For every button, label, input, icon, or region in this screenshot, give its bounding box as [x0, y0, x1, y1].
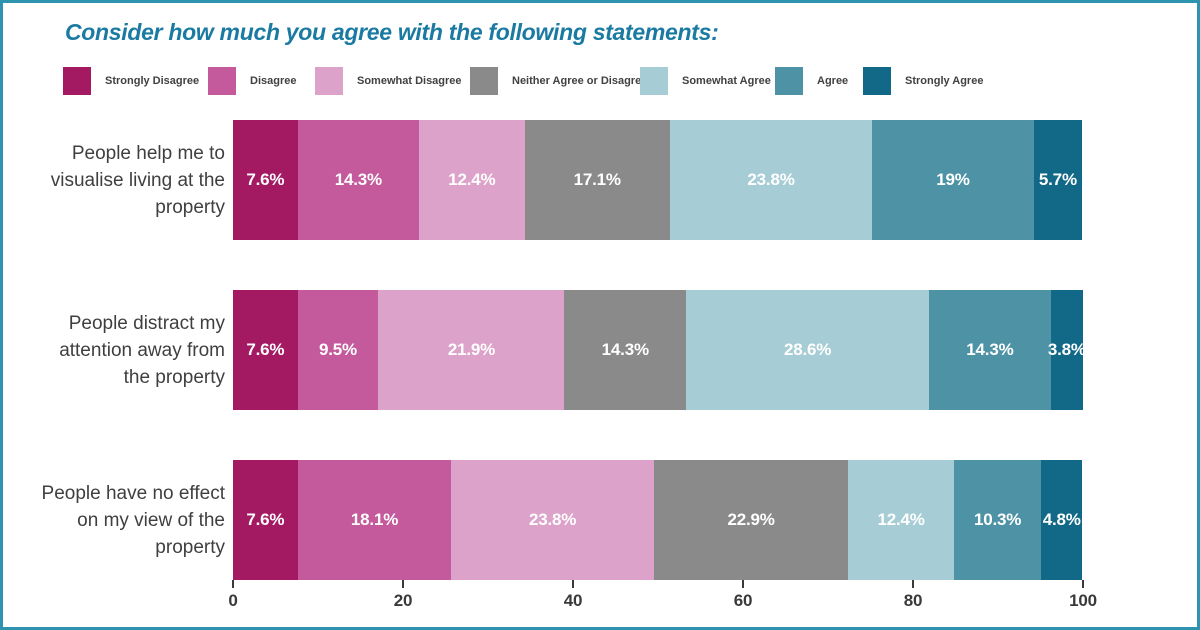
bar-segment: 7.6% [233, 460, 298, 580]
bar-segment: 7.6% [233, 120, 298, 240]
bar-row: 7.6% 18.1% 23.8% 22.9% 12.4% 10.3% 4.8% [233, 460, 1083, 580]
segment-label: 23.8% [528, 510, 577, 529]
segment-label: 14.3% [334, 170, 382, 189]
segment-label: 17.1% [573, 170, 621, 189]
x-axis-tick [572, 580, 574, 588]
segment-label: 22.9% [727, 510, 775, 529]
x-axis-tick [912, 580, 914, 588]
legend-item: Agree [775, 66, 848, 96]
legend-label: Strongly Agree [905, 75, 984, 87]
bar-segment: 4.8% [1041, 460, 1083, 580]
legend-label: Neither Agree or Disagree [512, 75, 648, 87]
x-axis-tick-label: 60 [733, 591, 753, 610]
segment-label: 14.3% [601, 340, 649, 359]
x-axis-tick-label: 80 [903, 591, 923, 610]
x-axis-tick [1082, 580, 1084, 588]
segment-label: 12.4% [448, 170, 496, 189]
segment-label: 19% [936, 170, 970, 189]
bar-segment: 10.3% [953, 460, 1042, 580]
legend-label: Somewhat Agree [682, 75, 771, 87]
legend-swatch [63, 67, 91, 95]
bar-segment: 7.6% [233, 290, 298, 410]
legend-item: Strongly Agree [863, 66, 983, 96]
category-label: People help me to visualise living at th… [50, 142, 225, 218]
legend-label: Somewhat Disagree [357, 75, 462, 87]
legend: Strongly Disagree Disagree Somewhat Disagr… [3, 66, 1197, 96]
plot-area: 7.6% 14.3% 12.4% 17.1% 23.8% 19% 5.7% 7.6% 9.5% 2… [233, 120, 1086, 580]
x-axis-tick-label: 20 [393, 591, 413, 610]
legend-swatch [208, 67, 236, 95]
legend-item: Neither Agree or Disagree [470, 66, 647, 96]
x-axis-tick [232, 580, 234, 588]
chart-title: Consider how much you agree with the fol… [65, 19, 719, 45]
x-axis-tick [402, 580, 404, 588]
bar-segment: 28.6% [686, 290, 930, 410]
legend-swatch [775, 67, 803, 95]
bar-segment: 23.8% [451, 460, 654, 580]
bar-segment: 18.1% [297, 460, 452, 580]
segment-label: 7.6% [246, 170, 285, 189]
legend-item: Somewhat Disagree [315, 66, 462, 96]
x-axis-tick-label: 40 [563, 591, 583, 610]
legend-label: Agree [817, 75, 849, 87]
bar-segment: 9.5% [297, 290, 379, 410]
bar-segment: 5.7% [1033, 120, 1083, 240]
segment-label: 14.3% [966, 340, 1014, 359]
legend-swatch [863, 67, 891, 95]
segment-label: 3.8% [1047, 340, 1086, 359]
bar-segment: 12.4% [419, 120, 525, 240]
bar-segment: 14.3% [297, 120, 420, 240]
bar-segment: 14.3% [929, 290, 1051, 410]
legend-item: Disagree [208, 66, 296, 96]
legend-swatch [470, 67, 498, 95]
segment-label: 28.6% [783, 340, 832, 359]
segment-label: 21.9% [447, 340, 496, 359]
bar-segment: 23.8% [669, 120, 873, 240]
bar-segment: 19% [872, 120, 1034, 240]
x-axis-tick [742, 580, 744, 588]
category-labels: People help me to visualise living at th… [31, 120, 225, 580]
segment-label: 5.7% [1038, 170, 1077, 189]
segment-label: 9.5% [318, 340, 357, 359]
bar-segment: 22.9% [653, 460, 849, 580]
category-label: People distract my attention away from t… [59, 312, 225, 388]
legend-swatch [315, 67, 343, 95]
bar-segment: 14.3% [564, 290, 687, 410]
segment-label: 12.4% [877, 510, 925, 529]
bar-row: 7.6% 14.3% 12.4% 17.1% 23.8% 19% 5.7% [233, 120, 1083, 240]
segment-label: 7.6% [246, 340, 285, 359]
legend-item: Strongly Disagree [63, 66, 199, 96]
segment-label: 10.3% [973, 510, 1022, 529]
x-axis-tick-label: 0 [228, 591, 238, 610]
category-label: People have no effect on my view of the … [41, 482, 225, 558]
segment-label: 23.8% [747, 170, 795, 189]
legend-item: Somewhat Agree [640, 66, 771, 96]
bar-segment: 21.9% [378, 290, 565, 410]
x-axis: 0 20 40 60 80 100 [228, 580, 1097, 625]
segment-label: 7.6% [246, 510, 285, 529]
bar-segment: 3.8% [1047, 290, 1086, 410]
bar-segment: 17.1% [524, 120, 670, 240]
segment-label: 18.1% [350, 510, 399, 529]
legend-label: Disagree [250, 75, 297, 87]
legend-swatch [640, 67, 668, 95]
x-axis-tick-label: 100 [1069, 591, 1097, 610]
legend-label: Strongly Disagree [105, 75, 200, 87]
bar-row: 7.6% 9.5% 21.9% 14.3% 28.6% 14.3% 3.8% [233, 290, 1086, 410]
segment-label: 4.8% [1042, 510, 1081, 529]
bar-segment: 12.4% [848, 460, 954, 580]
